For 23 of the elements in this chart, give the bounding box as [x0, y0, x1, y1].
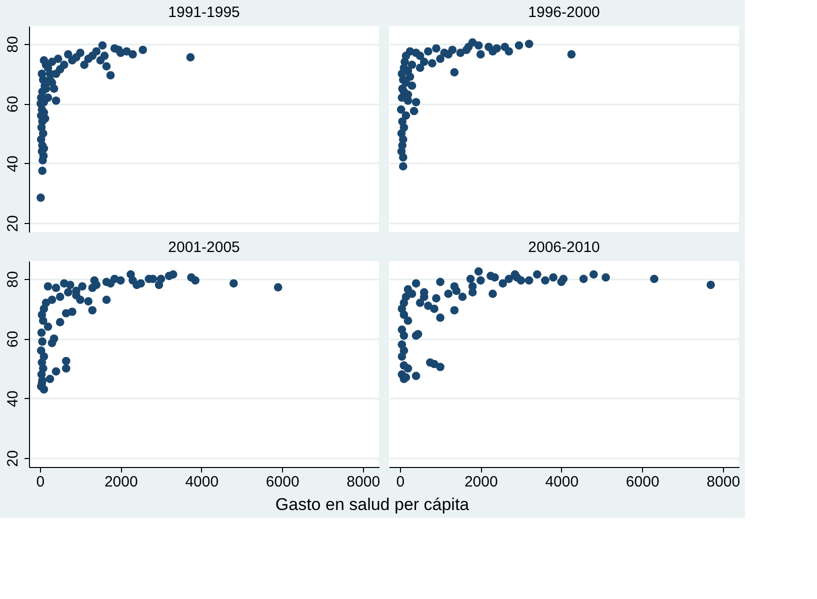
x-tick-label: 6000	[626, 474, 660, 490]
y-tick-label: 20	[4, 450, 22, 467]
x-tick-label: 2000	[464, 474, 498, 490]
y-tick-label: 20	[4, 215, 22, 232]
x-tick-label: 0	[396, 474, 405, 490]
y-tick-label: 80	[4, 271, 22, 288]
y-tick-label: 40	[4, 390, 22, 408]
y-tick-label: 60	[4, 330, 22, 348]
y-tick-label: 60	[4, 96, 22, 112]
chart-title: 1991-1995	[168, 4, 240, 21]
y-tick-label: 40	[4, 155, 22, 172]
x-tick-label: 8000	[706, 474, 740, 490]
x-tick-label: 4000	[545, 474, 579, 490]
y-tick-label: 80	[4, 36, 22, 53]
chart-title: 1996-2000	[528, 4, 600, 21]
x-tick-label: 6000	[266, 474, 300, 490]
x-tick-label: 0	[36, 474, 45, 490]
x-tick-label: 4000	[185, 474, 219, 490]
x-tick-label: 2000	[104, 474, 138, 490]
x-tick-label: 8000	[346, 474, 380, 490]
x-axis-title: Gasto en salud per cápita	[275, 495, 470, 514]
chart-title: 2006-2010	[528, 239, 600, 256]
chart-title: 2001-2005	[168, 239, 240, 256]
